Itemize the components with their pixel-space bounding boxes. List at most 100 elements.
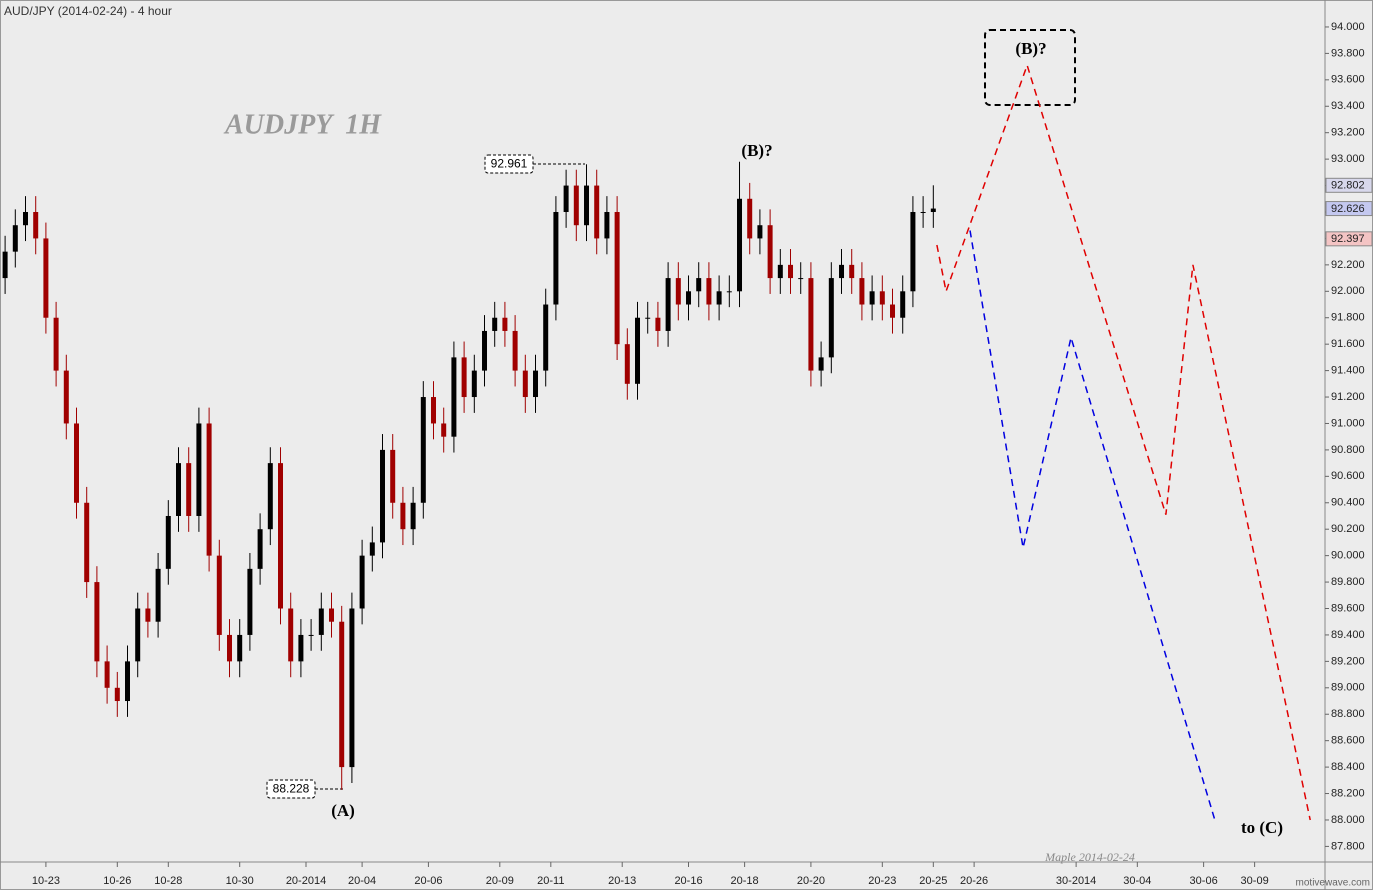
candle-body — [614, 211, 620, 345]
x-tick-label: 20-11 — [537, 875, 564, 887]
y-tick-label: 89.600 — [1331, 602, 1365, 614]
candle-body — [900, 291, 906, 318]
candle-body — [706, 278, 712, 305]
x-tick-label: 20-13 — [608, 875, 636, 887]
y-tick-label: 91.400 — [1331, 365, 1365, 377]
candle-body — [145, 608, 151, 622]
candle-body — [859, 278, 865, 305]
candle-body — [257, 529, 263, 569]
candle-body — [808, 278, 814, 371]
y-tick-label: 91.000 — [1331, 417, 1365, 429]
candle-body — [359, 555, 365, 609]
price-tag-label: 92.397 — [1331, 233, 1365, 245]
x-tick-label: 20-23 — [868, 875, 896, 887]
candle-body — [502, 317, 508, 331]
candle-body — [114, 687, 120, 702]
candle-body — [655, 317, 661, 331]
candle-body — [461, 357, 467, 398]
y-tick-label: 88.200 — [1331, 787, 1365, 799]
candle-body — [318, 608, 324, 635]
candle-body — [441, 423, 447, 437]
candle-body — [716, 291, 722, 305]
candle-body — [584, 185, 590, 226]
price-tag — [1325, 231, 1373, 247]
candle-body — [512, 330, 518, 371]
candle-body — [930, 208, 936, 212]
candle-body — [543, 304, 549, 371]
candle-body — [278, 463, 284, 609]
candle-body — [492, 317, 498, 331]
x-tick-label: 10-28 — [154, 875, 182, 887]
candle-body — [216, 555, 222, 635]
x-tick-label: 10-30 — [226, 875, 254, 887]
candle-body — [2, 251, 8, 279]
y-tick-label: 90.800 — [1331, 444, 1365, 456]
y-tick-label: 88.400 — [1331, 761, 1365, 773]
annotation: (B)? — [741, 141, 772, 160]
x-tick-label: 30-2014 — [1056, 875, 1096, 887]
x-tick-label: 30-09 — [1241, 875, 1269, 887]
candle-body — [176, 463, 182, 516]
candle-body — [308, 634, 314, 636]
x-tick-label: 20-26 — [960, 875, 988, 887]
candle-body — [227, 634, 233, 662]
candle-body — [635, 317, 641, 384]
y-tick-label: 89.800 — [1331, 576, 1365, 588]
candle-body — [798, 278, 804, 280]
candle-body — [726, 291, 732, 293]
candle-body — [533, 370, 539, 398]
source: motivewave.com — [1296, 878, 1370, 889]
y-tick-label: 89.200 — [1331, 655, 1365, 667]
candle-body — [522, 370, 528, 398]
candle-body — [247, 568, 253, 635]
y-tick-label: 90.600 — [1331, 470, 1365, 482]
candle-body — [390, 449, 396, 503]
candle-body — [471, 370, 477, 398]
y-tick-label: 93.000 — [1331, 153, 1365, 165]
candle-body — [563, 185, 569, 212]
y-tick-label: 90.000 — [1331, 550, 1365, 562]
y-tick-label: 88.800 — [1331, 708, 1365, 720]
candle-body — [737, 198, 743, 292]
candle-body — [339, 621, 345, 768]
candle-body — [839, 264, 845, 279]
chart-title: AUD/JPY (2014-02-24) - 4 hour — [4, 4, 172, 18]
candle-body — [288, 608, 294, 662]
y-tick-label: 87.800 — [1331, 840, 1365, 852]
candle-body — [757, 225, 763, 239]
candle-body — [482, 330, 488, 371]
price-tag-label: 92.802 — [1331, 180, 1365, 192]
y-tick-label: 91.200 — [1331, 391, 1365, 403]
candle-body — [349, 608, 355, 768]
price-callout: 88.228 — [273, 782, 310, 796]
x-tick-label: 30-06 — [1190, 875, 1218, 887]
y-tick-label: 92.200 — [1331, 259, 1365, 271]
x-tick-label: 20-06 — [414, 875, 442, 887]
candle-body — [186, 463, 192, 516]
candle-body — [12, 225, 18, 252]
y-tick-label: 90.200 — [1331, 523, 1365, 535]
candle-body — [665, 278, 671, 331]
candle-body — [675, 278, 681, 305]
x-tick-label: 20-16 — [674, 875, 702, 887]
y-tick-label: 93.200 — [1331, 127, 1365, 139]
x-tick-label: 20-18 — [731, 875, 759, 887]
x-tick-label: 20-20 — [797, 875, 825, 887]
signature: Maple 2014-02-24 — [1044, 850, 1135, 864]
watermark: AUDJPY 1H — [223, 109, 382, 140]
candle-body — [686, 291, 692, 305]
candle-body — [624, 344, 630, 384]
candle-body — [594, 185, 600, 239]
candle-body — [696, 278, 702, 292]
candle-body — [431, 397, 437, 424]
candle-body — [420, 397, 426, 503]
candle-body — [910, 211, 916, 292]
y-tick-label: 93.600 — [1331, 74, 1365, 86]
x-tick-label: 20-04 — [348, 875, 376, 887]
projection-line — [969, 230, 1216, 821]
candle-body — [818, 357, 824, 371]
candle-body — [63, 370, 69, 424]
candle-body — [53, 317, 59, 371]
y-tick-label: 90.400 — [1331, 497, 1365, 509]
